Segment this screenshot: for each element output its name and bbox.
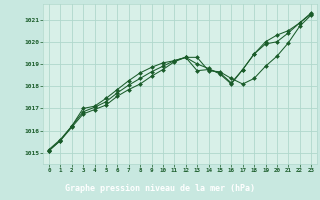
Text: Graphe pression niveau de la mer (hPa): Graphe pression niveau de la mer (hPa): [65, 184, 255, 193]
